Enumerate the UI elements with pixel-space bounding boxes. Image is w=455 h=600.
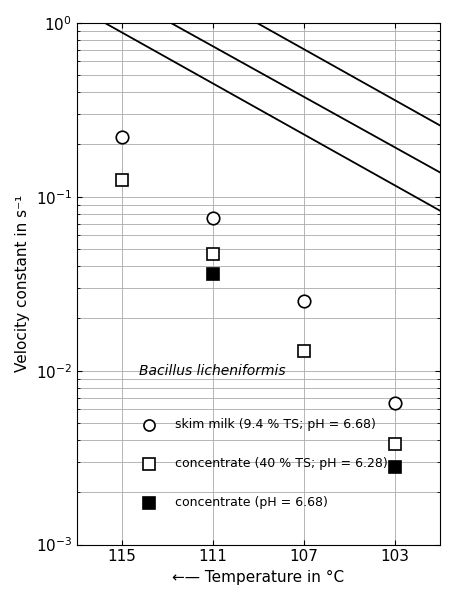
Text: skim milk (9.4 % TS; pH = 6.68): skim milk (9.4 % TS; pH = 6.68) (175, 418, 376, 431)
X-axis label: ←— Temperature in °C: ←— Temperature in °C (172, 570, 344, 585)
Y-axis label: Velocity constant in s⁻¹: Velocity constant in s⁻¹ (15, 195, 30, 373)
Text: concentrate (40 % TS; pH = 6.28): concentrate (40 % TS; pH = 6.28) (175, 457, 388, 470)
Text: concentrate (pH = 6.68): concentrate (pH = 6.68) (175, 496, 328, 509)
Text: Bacillus licheniformis: Bacillus licheniformis (138, 364, 285, 377)
